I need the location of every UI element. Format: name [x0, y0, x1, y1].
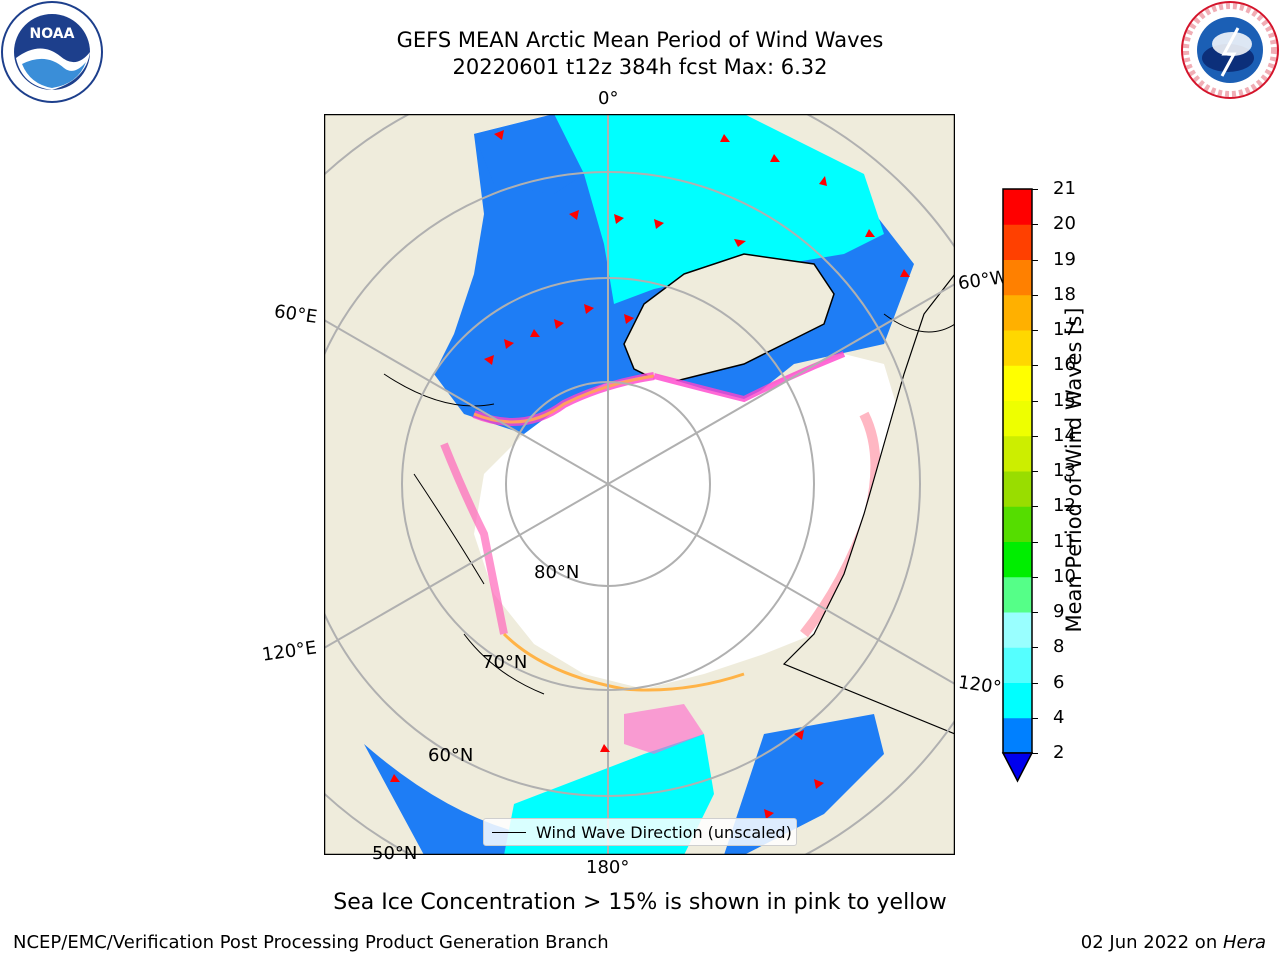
colorbar-tick-mark [1032, 330, 1038, 331]
north-america-land [782, 273, 955, 735]
chart-subtitle: 20220601 t12z 384h fcst Max: 6.32 [452, 55, 828, 79]
colorbar-tick-mark [1032, 435, 1038, 437]
colorbar-segment [1003, 612, 1032, 648]
footer-date-text: 02 Jun 2022 on [1080, 932, 1223, 953]
legend-label: Wind Wave Direction (unscaled) [536, 822, 792, 842]
map-legend: Wind Wave Direction (unscaled) [483, 818, 797, 846]
colorbar-segment [1003, 224, 1032, 260]
lat-label-50: 50°N [372, 843, 418, 864]
colorbar-tick-mark [1032, 400, 1038, 402]
colorbar-segment [1003, 189, 1032, 225]
colorbar-tick-mark [1032, 682, 1038, 684]
colorbar-tick-label: 13 [1053, 460, 1076, 481]
colorbar-tick-label: 4 [1053, 706, 1065, 728]
colorbar-tick-label: 17 [1053, 319, 1076, 340]
colorbar [1001, 188, 1034, 783]
ocean-cyan-band [554, 114, 884, 304]
footer-date: 02 Jun 2022 on Hera [1081, 932, 1266, 953]
colorbar-tick-mark [1032, 259, 1038, 261]
colorbar-segment [1003, 294, 1032, 331]
colorbar-tick-mark [1032, 224, 1038, 226]
lon-label-120e: 120°E [260, 637, 318, 666]
colorbar-tick-label: 9 [1053, 601, 1065, 622]
colorbar-segment [1003, 259, 1032, 296]
colorbar-segment [1003, 682, 1032, 719]
colorbar-tick-mark [1032, 541, 1038, 543]
colorbar-tick-mark [1032, 471, 1038, 472]
lon-label-60e: 60°E [272, 301, 319, 328]
colorbar-tick-mark [1032, 294, 1038, 296]
lon-label-180: 180° [586, 857, 630, 878]
legend-line-icon [492, 831, 526, 833]
colorbar-segment [1003, 717, 1032, 754]
colorbar-tick-label: 12 [1053, 495, 1076, 517]
colorbar-tick-label: 20 [1053, 213, 1076, 235]
colorbar-tick-label: 6 [1053, 671, 1065, 693]
lat-label-70: 70°N [482, 652, 528, 673]
noaa-logo-text: NOAA [30, 26, 75, 42]
greenland-land [623, 253, 835, 385]
colorbar-segment [1003, 576, 1032, 613]
lon-label-0: 0° [598, 88, 619, 109]
colorbar-tick-label: 11 [1053, 530, 1076, 552]
colorbar-tick-label: 19 [1053, 248, 1076, 270]
colorbar-extend-arrow [1001, 752, 1034, 783]
arctic-map [324, 114, 955, 855]
nws-logo [1181, 1, 1279, 99]
colorbar-tick-label: 10 [1053, 565, 1076, 587]
sea-ice [474, 354, 899, 689]
lat-label-80: 80°N [534, 562, 580, 583]
colorbar-segment [1003, 330, 1032, 366]
colorbar-tick-label: 18 [1053, 283, 1076, 305]
colorbar-tick-label: 15 [1053, 389, 1076, 411]
wind-arrows [390, 130, 910, 819]
colorbar-segment [1003, 435, 1032, 472]
footer-org: NCEP/EMC/Verification Post Processing Pr… [13, 932, 609, 953]
colorbar-tick-label: 21 [1053, 178, 1076, 199]
map-frame [324, 114, 955, 855]
colorbar-tick-label: 8 [1053, 636, 1065, 658]
colorbar-tick-label: 16 [1053, 354, 1076, 376]
colorbar-segment [1003, 365, 1032, 401]
colorbar-tick-label: 2 [1053, 742, 1065, 763]
colorbar-segment [1003, 541, 1032, 578]
colorbar-tick-mark [1032, 189, 1038, 190]
colorbar-tick-mark [1032, 612, 1038, 613]
colorbar-tick-label: 14 [1053, 424, 1076, 446]
noaa-logo: NOAA [1, 1, 103, 103]
lat-label-60: 60°N [428, 745, 474, 766]
colorbar-label: Mean Period of Wind Waves [s] [1062, 307, 1086, 633]
colorbar-tick-mark [1032, 506, 1038, 508]
colorbar-segment [1003, 400, 1032, 437]
colorbar-tick-mark [1032, 753, 1038, 754]
colorbar-segment [1003, 506, 1032, 542]
footer-host: Hera [1222, 932, 1266, 953]
graticule [324, 114, 955, 855]
colorbar-tick-mark [1032, 576, 1038, 578]
colorbar-tick-mark [1032, 647, 1038, 649]
colorbar-segment [1003, 647, 1032, 683]
ocean-pacific-west [364, 744, 624, 855]
sea-ice-caption: Sea Ice Concentration > 15% is shown in … [333, 890, 947, 915]
chart-title: GEFS MEAN Arctic Mean Period of Wind Wav… [396, 28, 884, 52]
colorbar-segment [1003, 471, 1032, 507]
colorbar-tick-mark [1032, 717, 1038, 719]
colorbar-tick-mark [1032, 365, 1038, 367]
